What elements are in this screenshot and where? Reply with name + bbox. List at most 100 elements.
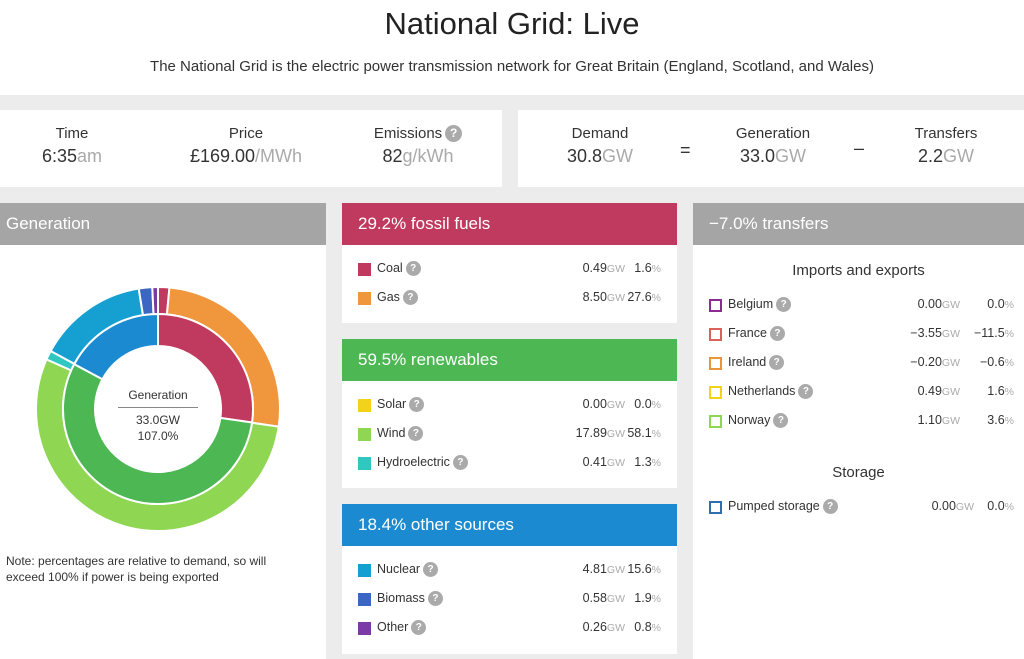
help-icon[interactable]: ?	[773, 413, 789, 428]
stat-price: Price £169.00/MWh	[166, 125, 326, 167]
source-name: Hydroelectric?	[377, 455, 468, 470]
stat-generation: Generation 33.0GW	[708, 125, 838, 167]
help-icon[interactable]: ?	[408, 426, 424, 441]
source-pct-value: 0.0%	[634, 397, 661, 411]
source-gw-value: 8.50GW	[582, 290, 625, 304]
stat-emissions-label: Emissions?	[348, 125, 488, 142]
source-gw-value: 0.41GW	[582, 455, 625, 469]
source-gw-value: 4.81GW	[582, 562, 625, 576]
color-swatch	[358, 428, 371, 441]
fossil-card: 29.2% fossil fuels Coal? 0.49GW 1.6% Gas? 8.…	[342, 203, 677, 323]
help-icon[interactable]: ?	[798, 384, 814, 399]
stat-demand-value: 30.8GW	[566, 146, 634, 166]
source-name: Nuclear?	[377, 562, 439, 577]
generation-header: Generation	[0, 203, 326, 245]
help-icon[interactable]: ?	[427, 591, 443, 606]
source-row-nuclear: Nuclear? 4.81GW 15.6%	[342, 560, 677, 582]
color-swatch	[358, 292, 371, 305]
stat-transfers: Transfers 2.2GW	[890, 125, 1002, 167]
stat-demand: Demand 30.8GW	[540, 125, 660, 167]
inner-slice-renewables	[62, 362, 254, 505]
color-swatch	[358, 593, 371, 606]
stat-time-value: 6:35am	[41, 146, 103, 166]
source-gw-value: 0.26GW	[582, 620, 625, 634]
source-gw-value: 0.00GW	[931, 499, 974, 513]
generation-donut-chart	[35, 285, 281, 532]
source-gw-value: 17.89GW	[575, 426, 625, 440]
donut-center-divider	[118, 407, 198, 408]
help-icon[interactable]: ?	[769, 326, 785, 341]
source-gw-value: −3.55GW	[910, 326, 960, 340]
source-row-other: Other? 0.26GW 0.8%	[342, 618, 677, 640]
source-pct-value: 1.6%	[987, 384, 1014, 398]
source-name: Other?	[377, 620, 427, 635]
color-swatch	[709, 386, 722, 399]
source-row-coal: Coal? 0.49GW 1.6%	[342, 259, 677, 281]
help-icon[interactable]: ?	[409, 397, 425, 412]
color-swatch	[358, 622, 371, 635]
source-gw-value: −0.20GW	[910, 355, 960, 369]
source-row-gas: Gas? 8.50GW 27.6%	[342, 288, 677, 310]
page-title: National Grid: Live	[384, 6, 640, 41]
other-header: 18.4% other sources	[342, 504, 677, 546]
help-icon[interactable]: ?	[776, 297, 792, 312]
storage-title: Storage	[832, 464, 885, 481]
source-row-biomass: Biomass? 0.58GW 1.9%	[342, 589, 677, 611]
stat-generation-value: 33.0GW	[739, 146, 807, 166]
source-row-france: France? −3.55GW −11.5%	[693, 324, 1024, 346]
source-name: Pumped storage?	[728, 499, 838, 514]
generation-panel: Generation Generation 33.0GW 107.0%	[0, 203, 326, 659]
page-subtitle: The National Grid is the electric power …	[150, 58, 874, 75]
source-pct-value: −11.5%	[973, 326, 1014, 340]
color-swatch	[709, 328, 722, 341]
help-icon[interactable]: ?	[405, 261, 421, 276]
source-gw-value: 1.10GW	[917, 413, 960, 427]
source-name: Netherlands?	[728, 384, 814, 399]
equals-sign: =	[680, 140, 691, 160]
renewables-header: 59.5% renewables	[342, 339, 677, 381]
source-name: Gas?	[377, 290, 418, 305]
renewables-card: 59.5% renewables Solar? 0.00GW 0.0% Wind? 17…	[342, 339, 677, 488]
source-pct-value: 58.1%	[627, 426, 661, 440]
source-pct-value: 0.8%	[634, 620, 661, 634]
source-pct-value: 1.6%	[634, 261, 661, 275]
color-swatch	[358, 263, 371, 276]
help-icon[interactable]: ?	[452, 455, 468, 470]
help-icon[interactable]: ?	[822, 499, 838, 514]
stat-transfers-value: 2.2GW	[917, 146, 975, 166]
imports-title: Imports and exports	[792, 262, 925, 279]
source-name: Wind?	[377, 426, 424, 441]
source-name: Coal?	[377, 261, 421, 276]
source-row-norway: Norway? 1.10GW 3.6%	[693, 411, 1024, 433]
source-row-belgium: Belgium? 0.00GW 0.0%	[693, 295, 1024, 317]
source-row-netherlands: Netherlands? 0.49GW 1.6%	[693, 382, 1024, 404]
help-icon[interactable]: ?	[445, 125, 463, 142]
color-swatch	[709, 299, 722, 312]
help-icon[interactable]: ?	[769, 355, 785, 370]
source-pct-value: 1.3%	[634, 455, 661, 469]
stat-generation-label: Generation	[735, 125, 811, 142]
color-swatch	[709, 357, 722, 370]
source-row-hydroelectric: Hydroelectric? 0.41GW 1.3%	[342, 453, 677, 475]
source-gw-value: 0.00GW	[582, 397, 625, 411]
color-swatch	[358, 457, 371, 470]
color-swatch	[709, 415, 722, 428]
help-icon[interactable]: ?	[411, 620, 427, 635]
source-row-wind: Wind? 17.89GW 58.1%	[342, 424, 677, 446]
stat-demand-label: Demand	[571, 125, 629, 142]
donut-center-label: Generation 33.0GW 107.0%	[108, 387, 208, 444]
generation-note: Note: percentages are relative to demand…	[6, 554, 267, 584]
help-icon[interactable]: ?	[402, 290, 418, 305]
color-swatch	[358, 564, 371, 577]
source-pct-value: 15.6%	[627, 562, 661, 576]
source-gw-value: 0.49GW	[582, 261, 625, 275]
inner-slice-other-sources	[72, 312, 159, 381]
donut-center-title: Generation	[128, 388, 188, 402]
transfers-panel: −7.0% transfers Imports and exports Belg…	[693, 203, 1024, 659]
color-swatch	[358, 399, 371, 412]
source-gw-value: 0.00GW	[917, 297, 960, 311]
minus-sign: –	[854, 138, 865, 158]
stat-price-value: £169.00/MWh	[189, 146, 303, 166]
help-icon[interactable]: ?	[423, 562, 439, 577]
source-pct-value: 0.0%	[987, 499, 1014, 513]
